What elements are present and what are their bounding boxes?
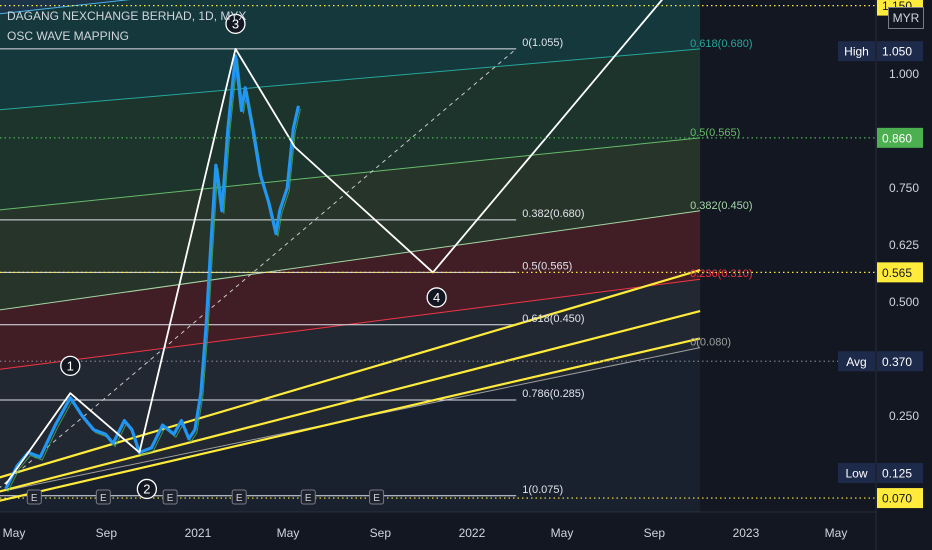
earnings-marker [26,489,42,505]
currency-button[interactable]: MYR [888,7,924,29]
price-badge [877,351,923,372]
wave-label: 4 [433,290,440,305]
y-tick-label: 1.000 [889,67,919,81]
fib-channel-label: 0.236(0.310) [690,268,752,280]
price-badge [877,463,923,483]
chart-subtitle: OSC WAVE MAPPING [7,29,130,43]
price-line [4,54,301,490]
fib-channel-band [0,137,701,310]
fib-channel-label: 0.5(0.565) [690,127,740,139]
price-badge-tag [838,41,875,62]
y-tick-label: 0.500 [889,295,919,309]
wave-label: 2 [143,481,150,496]
fib-retracement-label: 0.786(0.285) [522,388,584,400]
y-tick-label: 0.250 [889,409,919,423]
price-badge-label: High [844,45,869,59]
fib-retracement-label: 0(1.055) [522,37,563,49]
earnings-label: E [236,493,243,504]
price-badge-value: 0.125 [882,467,912,481]
wave-label: 3 [232,16,239,31]
channel-line [0,337,701,502]
chart-title: DAGANG NEXCHANGE BERHAD, 1D, MYX [7,9,247,23]
price-badge-value: 0.370 [882,355,912,369]
fib-retracement-label: 0.618(0.450) [522,313,584,325]
wave-label-circle [60,355,81,376]
price-badge-tag [838,463,875,483]
fib-channel-band [0,347,701,512]
x-tick-label: May [277,526,300,540]
time-axis-bg [0,512,876,550]
price-badge [877,488,923,509]
fib-channel-band [0,279,701,492]
earnings-label: E [100,493,107,504]
price-badge [877,262,923,283]
fib-retracement-label: 1(0.075) [522,484,563,496]
fib-channel-line [0,48,701,111]
y-tick-label: 0.625 [889,238,919,252]
y-tick-label: 0.750 [889,181,919,195]
price-badge [877,127,923,148]
x-tick-label: Sep [370,526,392,540]
price-badge-tag [838,351,875,372]
fib-channel-line [0,137,701,211]
channel-line [0,310,701,493]
price-badge-value: 0.070 [882,492,912,506]
price-badge [877,41,923,62]
x-tick-label: 2021 [185,526,212,540]
price-badge-label: Low [845,467,867,481]
fib-channel-label: 0(0.080) [690,337,731,349]
fib-channel-band [0,48,701,210]
x-tick-label: Sep [644,526,666,540]
wave-label: 1 [67,358,74,373]
fib-channel-band [0,210,701,370]
x-tick-label: May [825,526,848,540]
wave-label-circle [426,287,447,308]
earnings-marker [300,489,316,505]
x-tick-label: 2023 [733,526,760,540]
earnings-marker [369,489,385,505]
earnings-label: E [31,493,38,504]
x-tick-label: 2022 [459,526,486,540]
fib-channel-band [0,0,701,110]
x-tick-label: Sep [96,526,118,540]
fib-channel-line [0,0,131,15]
trend-dashed-line [0,48,517,489]
channel-line [0,269,701,479]
price-badge-value: 1.050 [882,45,912,59]
earnings-label: E [305,493,312,504]
wave-label-circle [136,478,158,500]
wave-label-circle [225,13,246,34]
fib-channel-label: 0.382(0.450) [690,200,752,212]
fib-retracement-label: 0.382(0.680) [522,208,584,220]
x-tick-label: May [551,526,574,540]
earnings-marker [162,489,178,505]
plot-area [0,0,701,512]
earnings-label: E [373,493,380,504]
x-tick-label: May [3,526,26,540]
price-badge-value: 0.860 [882,131,912,145]
price-badge-value: 0.565 [882,266,912,280]
fib-channel-line [0,210,701,311]
fib-channel-label: 0.618(0.680) [690,38,752,50]
fib-retracement-label: 0.5(0.565) [522,260,572,272]
earnings-marker [231,489,247,505]
price-badge-label: Avg [846,355,866,369]
earnings-label: E [167,493,174,504]
earnings-marker [95,489,111,505]
